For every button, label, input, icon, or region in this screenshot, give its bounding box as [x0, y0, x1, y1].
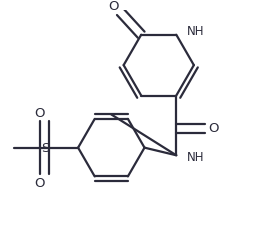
- Text: S: S: [41, 142, 49, 155]
- Text: NH: NH: [186, 150, 204, 163]
- Text: O: O: [208, 122, 218, 135]
- Text: O: O: [108, 0, 119, 13]
- Text: O: O: [34, 106, 44, 120]
- Text: O: O: [34, 177, 44, 189]
- Text: NH: NH: [186, 25, 204, 38]
